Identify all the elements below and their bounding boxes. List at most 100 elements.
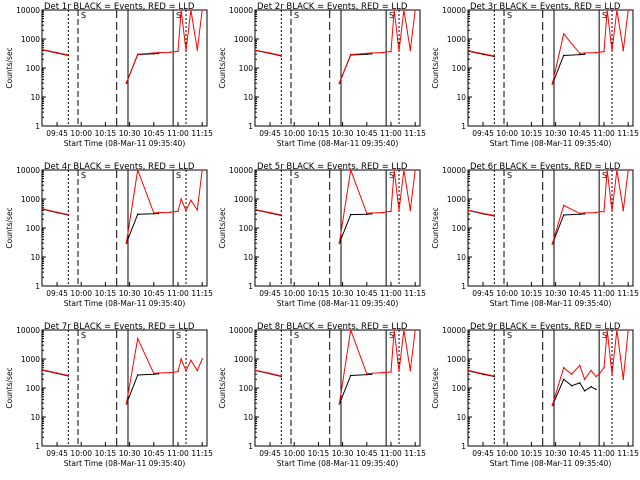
data-point-lld [551,82,554,85]
x-tick-label: 10:15 [95,449,117,458]
saa-marker-label: S [507,171,512,180]
data-point-lld [196,369,199,372]
data-point-events [562,378,565,381]
panel-det-3r: Det 3r BLACK = Events, RED = LLD 1 10 100 10… [431,2,639,148]
saa-marker-label: S [81,171,86,180]
x-tick-label: 11:00 [593,449,615,458]
series-line-lld [125,9,203,83]
x-tick-label: 09:45 [472,449,494,458]
y-tick-label: 10 [243,413,253,422]
data-point-lld [366,212,368,215]
x-tick-label: 10:15 [95,129,117,138]
data-point-lld [201,9,203,11]
data-point-lld [169,211,171,213]
data-point-lld [177,50,179,52]
y-tick-label: 100 [239,384,254,393]
data-point-lld [190,199,192,202]
x-tick-label: 11:00 [380,289,402,298]
y-tick-label: 10 [30,413,40,422]
data-point-events [583,53,586,55]
data-point-lld [269,52,271,54]
series-line-lld [468,209,495,216]
data-point-lld [153,372,155,375]
saa-marker-label: S [81,331,86,340]
data-point-lld [172,371,174,374]
data-point-lld [180,198,182,200]
data-point-lld [393,329,396,331]
saa-marker-label: S [602,331,607,340]
data-point-events [136,374,139,376]
data-point-lld [382,211,384,214]
panel-title: Det 2r BLACK = Events, RED = LLD [257,2,408,12]
data-point-lld [603,50,605,53]
data-point-lld [338,242,341,244]
data-point-lld [393,169,396,171]
y-tick-label: 1000 [234,35,253,44]
y-tick-label: 1 [35,442,40,451]
series-line-events [338,373,372,405]
series-line-lld [42,369,69,376]
panel-det-9r: Det 9r BLACK = Events, RED = LLD 1 10 100 10… [431,322,639,468]
x-axis-label: Start Time (08-Mar-11 09:35:40) [277,139,399,148]
x-axis-label: Start Time (08-Mar-11 09:35:40) [64,139,186,148]
series-line-lld [468,50,495,57]
data-point-lld [390,210,392,212]
data-point-lld [467,50,470,52]
data-point-lld [125,242,128,244]
series-line-lld [125,337,203,404]
data-point-lld [157,211,160,214]
plot-frame [254,9,421,127]
y-axis-label: Counts/sec [431,367,440,408]
x-tick-label: 10:30 [545,129,567,138]
y-axis-label: Counts/sec [218,367,227,408]
panel-title: Det 6r BLACK = Events, RED = LLD [470,162,621,172]
data-point-lld [177,210,179,212]
data-point-lld [403,329,405,331]
data-point-lld [579,52,581,55]
x-tick-label: 11:15 [191,289,213,298]
y-tick-label: 100 [452,64,467,73]
data-point-lld [482,212,484,215]
y-tick-label: 10 [243,253,253,262]
data-point-lld [169,51,171,53]
series-line-lld [255,369,282,377]
x-axis-label: Start Time (08-Mar-11 09:35:40) [490,299,612,308]
data-point-events [595,388,597,391]
data-point-lld [627,329,629,331]
data-point-lld [562,204,565,207]
x-tick-label: 10:30 [119,289,141,298]
data-point-lld [570,373,573,376]
series-line-lld [255,209,282,216]
data-point-lld [56,372,58,374]
series-line-lld [338,168,416,243]
data-point-lld [254,49,257,51]
data-point-lld [338,82,341,84]
data-point-lld [180,358,182,360]
data-point-lld [196,49,199,51]
x-tick-label: 11:00 [167,289,189,298]
saa-marker-label: S [176,171,181,180]
data-point-events [579,382,581,384]
x-tick-label: 09:45 [46,449,68,458]
x-tick-label: 10:15 [521,129,543,138]
saa-marker-label: S [389,331,394,340]
data-point-events [562,214,565,216]
y-tick-label: 1 [248,122,253,131]
data-point-lld [616,169,618,171]
y-tick-label: 1 [461,122,466,131]
data-point-lld [611,373,613,376]
data-point-lld [269,372,271,375]
y-tick-label: 1 [35,122,40,131]
data-point-lld [562,33,565,35]
plot-frame [254,329,421,447]
x-tick-label: 10:00 [496,129,518,138]
x-tick-label: 10:30 [119,129,141,138]
data-point-events [583,390,586,392]
data-point-lld [390,371,392,373]
saa-marker-label: S [389,11,394,20]
x-tick-label: 11:15 [617,129,639,138]
data-point-lld [562,366,565,369]
series-line-events [551,213,585,245]
data-point-lld [606,329,608,331]
